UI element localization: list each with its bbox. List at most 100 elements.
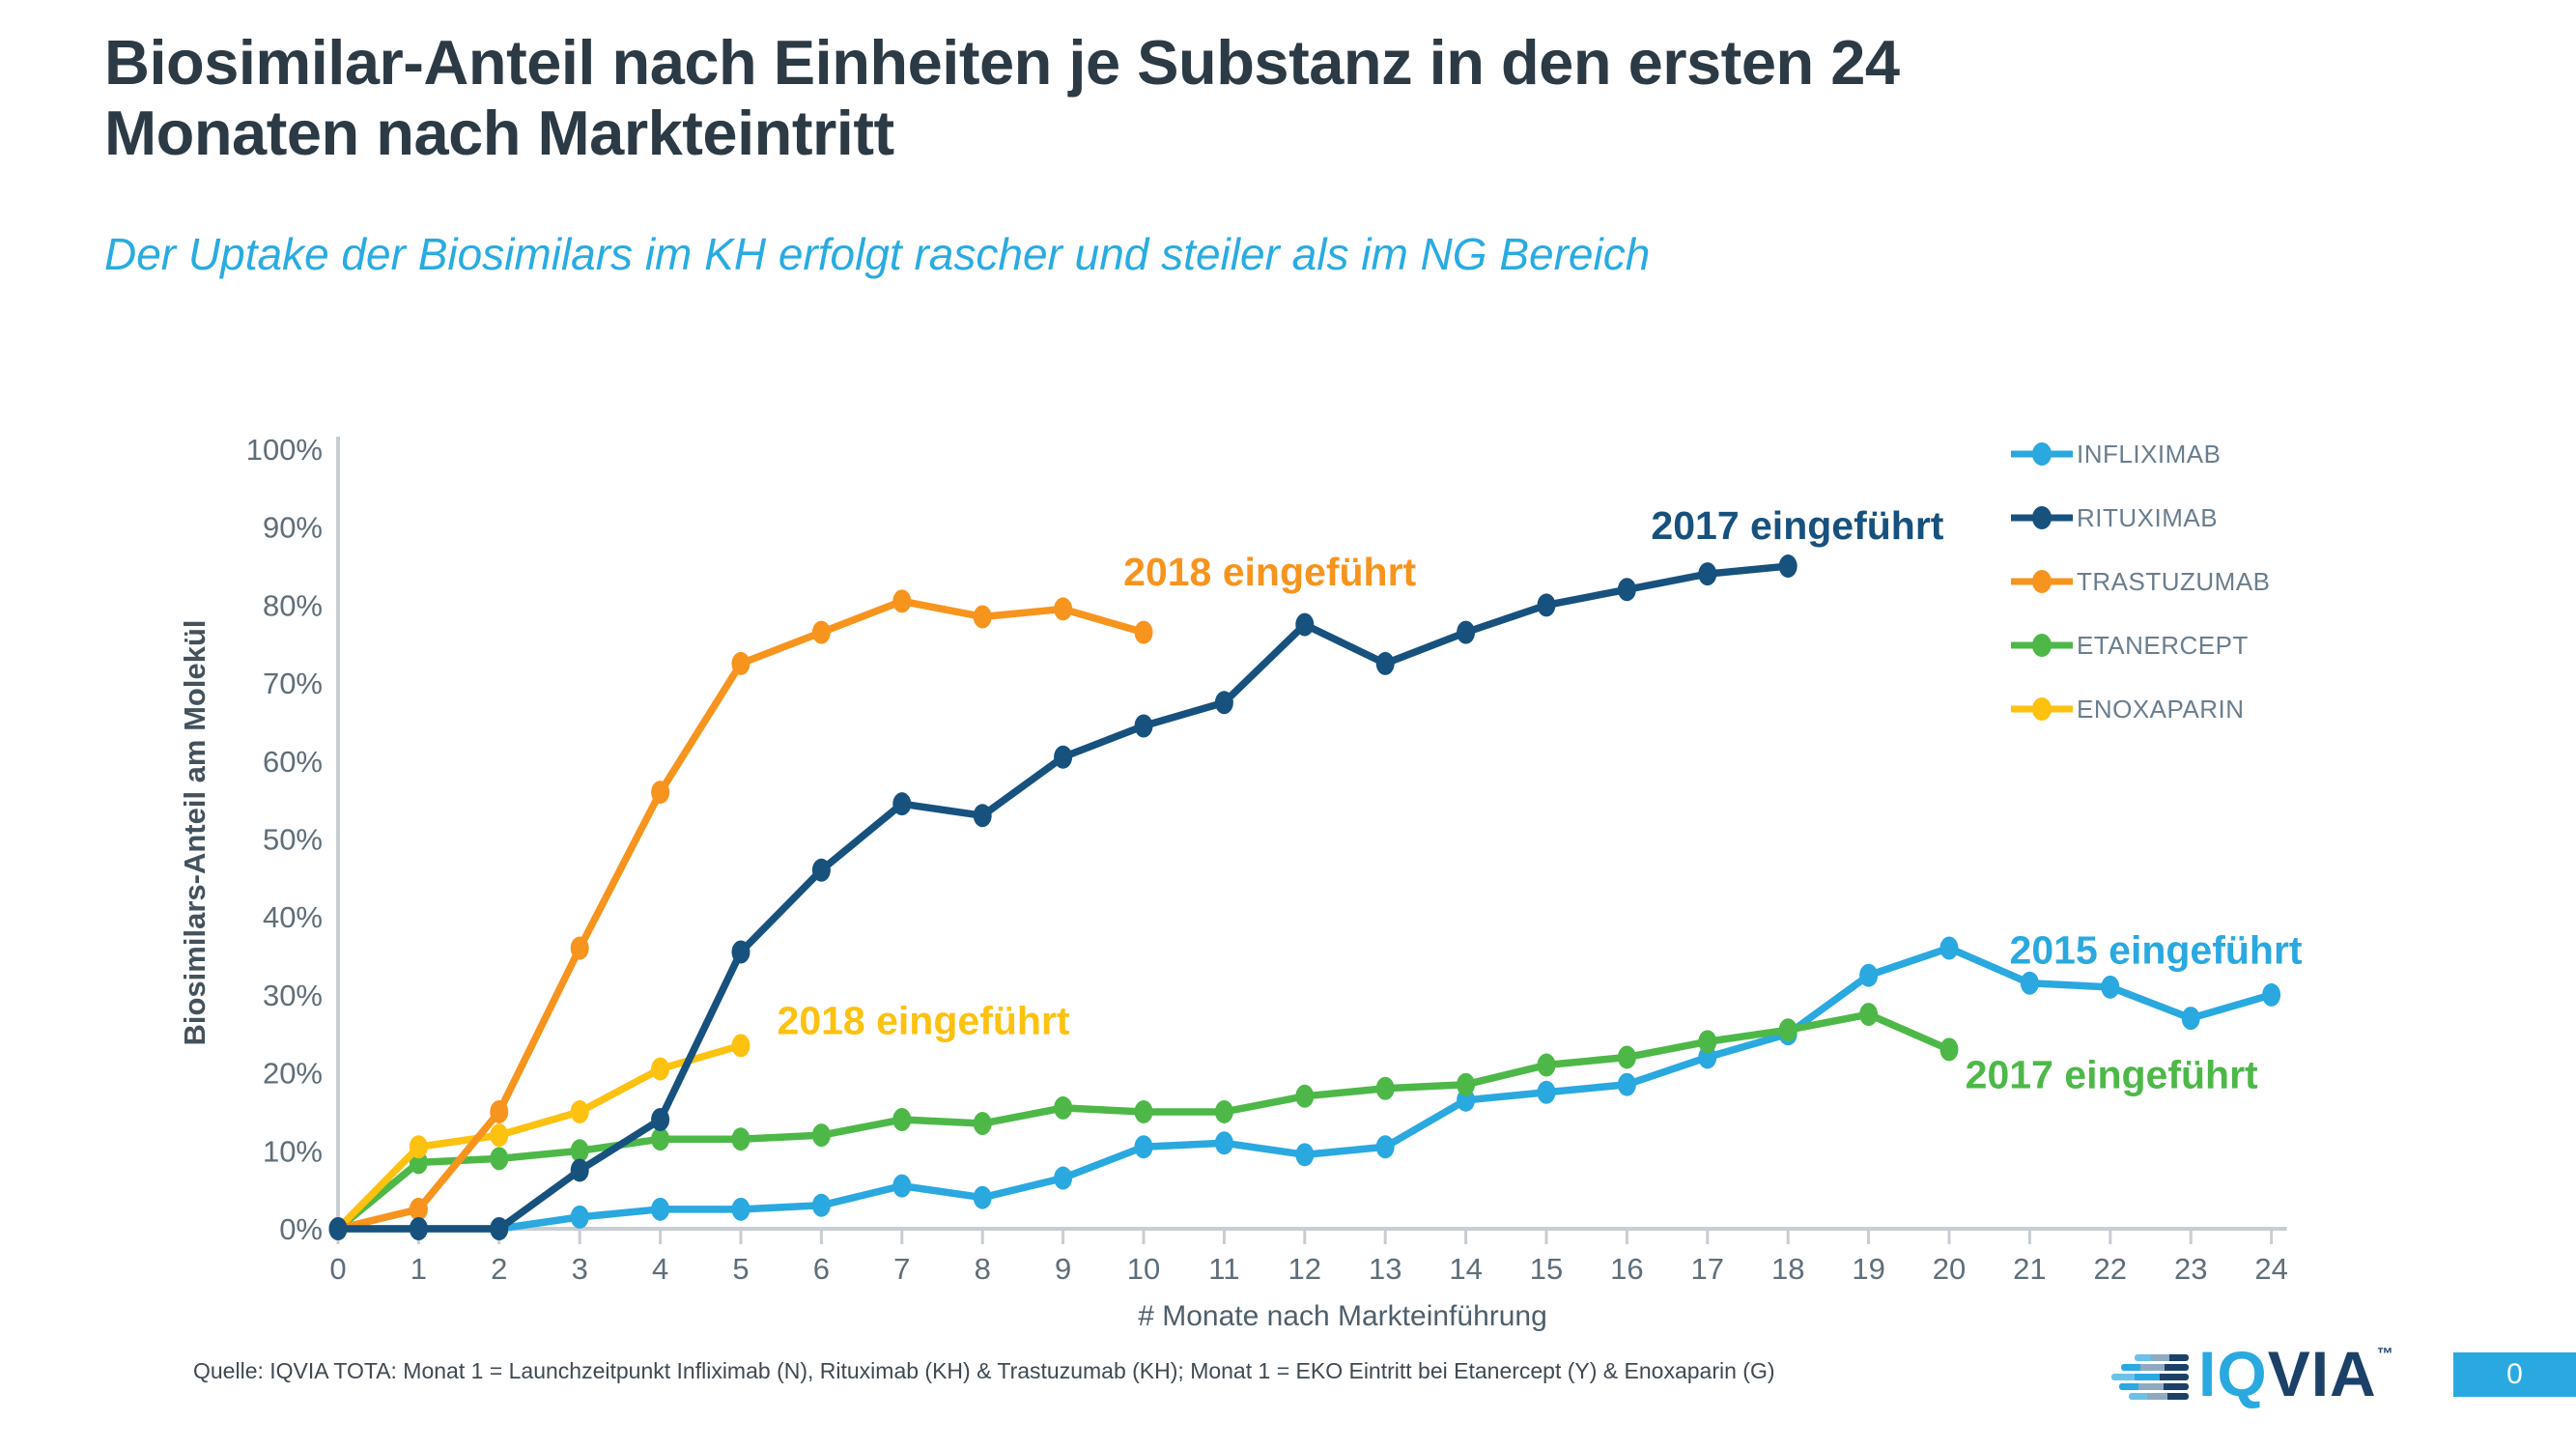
page-title-line1: Biosimilar-Anteil nach Einheiten je Subs…: [104, 27, 1900, 98]
annotation-infliximab: 2015 eingeführt: [2010, 928, 2303, 973]
annotation-etanercept: 2017 eingeführt: [1966, 1053, 2258, 1097]
infliximab-point-21: [2020, 971, 2039, 995]
rituximab-point-15: [1537, 593, 1556, 617]
trastuzumab-point-10: [1134, 620, 1153, 644]
legend-label: ENOXAPARIN: [2077, 694, 2245, 724]
trastuzumab-point-7: [892, 589, 912, 613]
x-tick-label: 24: [2254, 1252, 2287, 1286]
y-tick-label: 70%: [263, 667, 323, 700]
x-tick-label: 4: [652, 1252, 668, 1286]
etanercept-point-15: [1537, 1053, 1556, 1077]
rituximab-point-7: [892, 792, 912, 816]
iqvia-logo-text: IQVIA™: [2198, 1342, 2394, 1406]
legend-line-dot-icon: [2011, 570, 2073, 593]
rituximab-point-0: [328, 1217, 348, 1240]
x-tick-label: 1: [410, 1252, 427, 1286]
iqvia-logo: IQVIA™: [2109, 1342, 2394, 1406]
legend-item-rituximab: RITUXIMAB: [2011, 486, 2271, 550]
trastuzumab-point-4: [651, 781, 670, 805]
annotation-enoxaparin: 2018 eingeführt: [778, 998, 1070, 1042]
rituximab-point-12: [1295, 612, 1315, 637]
x-tick-label: 15: [1530, 1252, 1563, 1286]
x-tick-label: 18: [1771, 1252, 1804, 1286]
page-number-badge: 0: [2453, 1352, 2576, 1397]
page-title-line2: Monaten nach Markteintritt: [104, 98, 894, 169]
infliximab-point-8: [973, 1185, 992, 1209]
y-axis-title: Biosimilars-Anteil am Molekül: [178, 620, 212, 1046]
etanercept-point-16: [1617, 1045, 1636, 1069]
x-tick-label: 16: [1610, 1252, 1643, 1286]
x-tick-label: 6: [813, 1252, 830, 1286]
speed-line: [2129, 1393, 2189, 1400]
rituximab-point-14: [1457, 620, 1476, 644]
rituximab-point-5: [731, 940, 750, 964]
legend-label: ETANERCEPT: [2077, 630, 2249, 660]
annotation-trastuzumab: 2018 eingeführt: [1123, 550, 1416, 594]
x-tick-label: 21: [2013, 1252, 2046, 1286]
trastuzumab-point-3: [570, 936, 589, 960]
etanercept-point-13: [1375, 1076, 1395, 1100]
infliximab-point-10: [1134, 1135, 1153, 1159]
rituximab-point-1: [409, 1217, 428, 1240]
rituximab-point-3: [570, 1158, 589, 1182]
enoxaparin-point-2: [490, 1123, 509, 1148]
y-tick-label: 60%: [263, 745, 323, 779]
enoxaparin-point-3: [570, 1099, 589, 1123]
x-tick-label: 10: [1127, 1252, 1160, 1286]
x-tick-label: 2: [491, 1252, 507, 1286]
etanercept-point-4: [651, 1127, 670, 1151]
infliximab-point-23: [2181, 1007, 2200, 1031]
etanercept-point-2: [490, 1147, 509, 1171]
trastuzumab-point-6: [811, 620, 831, 644]
infliximab-point-9: [1054, 1166, 1073, 1190]
speed-line: [2135, 1354, 2189, 1361]
etanercept-point-20: [1939, 1037, 1959, 1062]
rituximab-point-18: [1778, 554, 1798, 579]
trastuzumab-point-9: [1054, 597, 1073, 621]
page-title: Biosimilar-Anteil nach Einheiten je Subs…: [104, 27, 2442, 169]
x-tick-label: 8: [975, 1252, 991, 1286]
x-tick-label: 14: [1449, 1252, 1482, 1286]
etanercept-point-5: [731, 1127, 750, 1151]
x-tick-label: 23: [2174, 1252, 2207, 1286]
etanercept-point-10: [1134, 1099, 1153, 1123]
rituximab-point-13: [1375, 651, 1395, 675]
x-tick-label: 13: [1369, 1252, 1401, 1286]
x-tick-label: 12: [1288, 1252, 1321, 1286]
infliximab-point-13: [1375, 1135, 1395, 1159]
rituximab-point-17: [1698, 562, 1717, 586]
x-tick-label: 7: [893, 1252, 910, 1286]
page-subtitle: Der Uptake der Biosimilars im KH erfolgt…: [104, 229, 1651, 279]
infliximab-point-12: [1295, 1143, 1315, 1167]
trademark-icon: ™: [2376, 1345, 2394, 1363]
iqvia-logo-text-iq: IQ: [2198, 1338, 2268, 1409]
trastuzumab-point-5: [731, 651, 750, 675]
speed-line: [2121, 1364, 2189, 1371]
x-tick-label: 20: [1933, 1252, 1966, 1286]
speed-line: [2111, 1374, 2189, 1380]
annotation-rituximab: 2017 eingeführt: [1651, 503, 1943, 548]
x-tick-label: 22: [2094, 1252, 2127, 1286]
y-tick-label: 30%: [263, 979, 323, 1012]
x-tick-label: 17: [1691, 1252, 1724, 1286]
infliximab-point-20: [1939, 936, 1959, 960]
enoxaparin-point-1: [409, 1135, 428, 1159]
rituximab-point-2: [490, 1217, 509, 1240]
rituximab-point-6: [811, 858, 831, 882]
etanercept-point-6: [811, 1123, 831, 1148]
enoxaparin-point-5: [731, 1034, 750, 1058]
infliximab-point-5: [731, 1197, 750, 1221]
x-tick-label: 3: [572, 1252, 588, 1286]
etanercept-point-18: [1778, 1018, 1798, 1042]
x-tick-label: 5: [732, 1252, 749, 1286]
legend-label: INFLIXIMAB: [2077, 439, 2222, 469]
x-tick-label: 0: [329, 1252, 346, 1286]
infliximab-point-24: [2262, 982, 2281, 1007]
legend-item-trastuzumab: TRASTUZUMAB: [2011, 550, 2271, 613]
x-tick-label: 11: [1208, 1252, 1239, 1286]
infliximab-point-11: [1214, 1131, 1233, 1155]
source-note: Quelle: IQVIA TOTA: Monat 1 = Launchzeit…: [193, 1358, 1775, 1383]
rituximab-point-4: [651, 1108, 670, 1132]
